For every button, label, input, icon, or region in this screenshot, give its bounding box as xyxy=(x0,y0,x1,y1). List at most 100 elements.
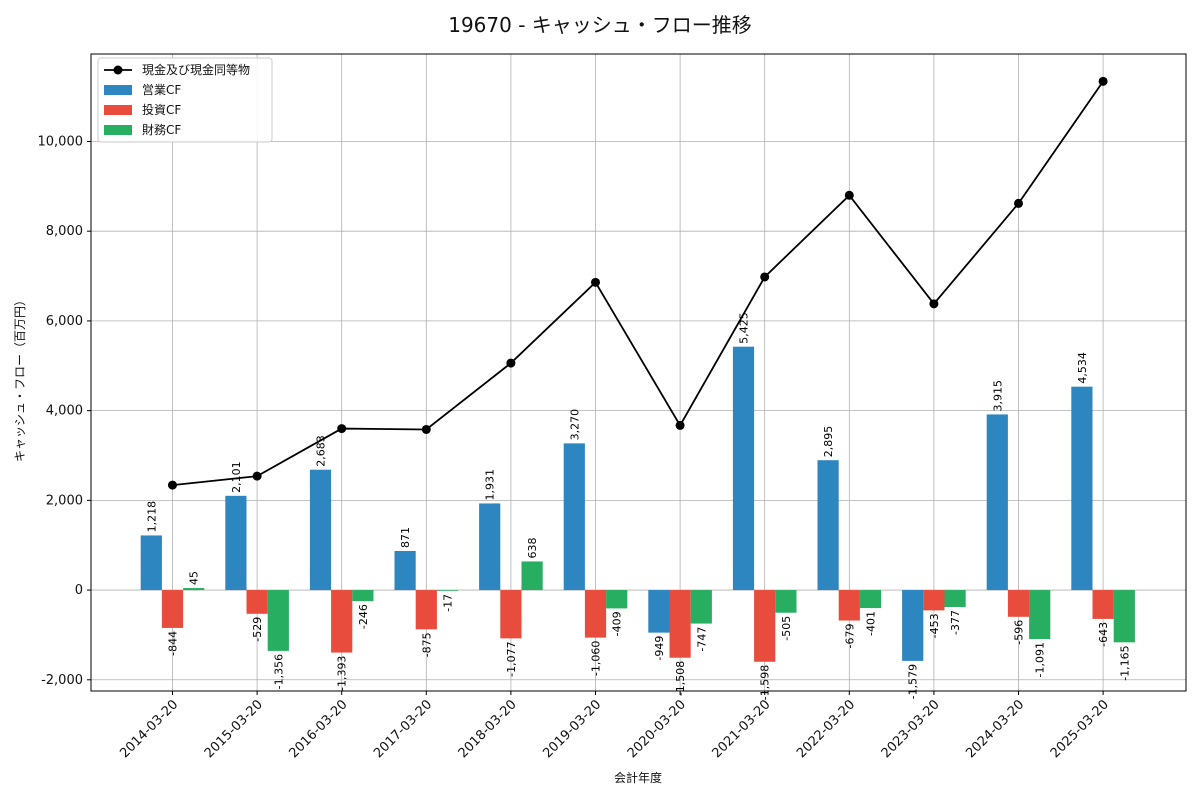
cash-point-2016-03-20 xyxy=(337,424,347,434)
data-label: -1,393 xyxy=(336,656,349,691)
bar-財務CF-2016-03-20 xyxy=(352,590,374,602)
bar-財務CF-2019-03-20 xyxy=(606,590,628,609)
data-label: -596 xyxy=(1013,620,1026,645)
bar-財務CF-2020-03-20 xyxy=(690,590,712,624)
x-tick-label: 2020-03-20 xyxy=(625,697,689,761)
y-axis-label: キャッシュ・フロー（百万円） xyxy=(13,294,27,462)
bar-財務CF-2015-03-20 xyxy=(267,590,289,651)
data-label: -409 xyxy=(611,611,624,636)
data-label: 3,270 xyxy=(568,409,581,441)
bar-営業CF-2015-03-20 xyxy=(225,495,247,591)
x-tick-label: 2025-03-20 xyxy=(1048,697,1112,761)
cash-point-2021-03-20 xyxy=(760,272,770,282)
data-label: -679 xyxy=(843,624,856,649)
data-label: -747 xyxy=(695,627,708,652)
bar-財務CF-2025-03-20 xyxy=(1113,590,1135,643)
bar-財務CF-2014-03-20 xyxy=(183,588,205,591)
data-label: 638 xyxy=(526,537,539,558)
plot-frame xyxy=(90,53,1187,692)
y-tick-label: 0 xyxy=(75,583,83,598)
bar-投資CF-2022-03-20 xyxy=(838,590,860,621)
cash-point-2017-03-20 xyxy=(421,424,431,434)
legend-swatch-bar xyxy=(104,85,132,95)
data-label: 2,101 xyxy=(230,461,243,493)
bar-営業CF-2021-03-20 xyxy=(732,346,755,591)
legend-swatch-bar xyxy=(104,105,132,115)
bar-投資CF-2021-03-20 xyxy=(754,590,776,662)
data-label: -246 xyxy=(357,604,370,629)
bar-営業CF-2017-03-20 xyxy=(394,550,416,591)
bar-営業CF-2014-03-20 xyxy=(140,535,162,591)
bars xyxy=(140,346,1135,662)
legend-entry: 営業CF xyxy=(142,83,181,97)
bar-財務CF-2021-03-20 xyxy=(775,590,797,613)
data-label: -1,508 xyxy=(674,661,687,696)
legend-swatch-marker xyxy=(113,65,123,75)
x-tick-label: 2023-03-20 xyxy=(879,697,943,761)
data-label: -844 xyxy=(167,631,180,656)
data-label: -17 xyxy=(442,594,455,612)
legend-entry: 投資CF xyxy=(142,102,181,117)
legend-entry: 財務CF xyxy=(142,122,181,137)
bar-営業CF-2022-03-20 xyxy=(817,460,839,591)
data-label: 2,683 xyxy=(315,435,328,467)
x-tick-label: 2024-03-20 xyxy=(963,697,1027,761)
bar-投資CF-2015-03-20 xyxy=(246,590,268,614)
cash-point-2022-03-20 xyxy=(844,190,854,200)
cash-line-path xyxy=(172,80,1104,486)
bar-投資CF-2020-03-20 xyxy=(669,590,691,658)
legend-swatch-bar xyxy=(104,125,132,135)
data-label: -1,091 xyxy=(1034,642,1047,677)
bar-営業CF-2025-03-20 xyxy=(1071,386,1093,591)
data-label: -1,060 xyxy=(590,641,603,676)
y-tick-label: 4,000 xyxy=(46,404,83,419)
grid xyxy=(91,54,1186,691)
y-tick-label: 6,000 xyxy=(46,314,83,329)
cash-line xyxy=(168,76,1108,490)
bar-投資CF-2019-03-20 xyxy=(584,590,607,638)
data-label: -529 xyxy=(251,617,264,642)
data-label: -377 xyxy=(949,610,962,635)
cash-point-2023-03-20 xyxy=(929,299,939,309)
data-label: 4,534 xyxy=(1076,352,1089,384)
cash-point-2015-03-20 xyxy=(252,471,262,481)
data-label: -505 xyxy=(780,616,793,641)
bar-営業CF-2016-03-20 xyxy=(309,469,332,591)
x-tick-label: 2014-03-20 xyxy=(117,697,181,761)
bar-財務CF-2017-03-20 xyxy=(436,590,459,591)
cash-point-2025-03-20 xyxy=(1098,76,1108,86)
cash-point-2018-03-20 xyxy=(506,358,516,368)
data-label: -875 xyxy=(420,632,433,657)
bar-投資CF-2025-03-20 xyxy=(1092,590,1114,619)
x-tick-label: 2019-03-20 xyxy=(540,697,604,761)
data-label: -1,579 xyxy=(907,664,920,699)
data-label: -949 xyxy=(653,636,666,661)
y-tick-label: 2,000 xyxy=(46,493,83,508)
x-tick-label: 2016-03-20 xyxy=(286,697,350,761)
bar-投資CF-2016-03-20 xyxy=(331,590,353,653)
bar-財務CF-2022-03-20 xyxy=(859,590,882,609)
x-tick-label: 2015-03-20 xyxy=(202,697,266,761)
bar-投資CF-2024-03-20 xyxy=(1007,590,1030,617)
bar-営業CF-2018-03-20 xyxy=(479,503,501,591)
y-tick-label: -2,000 xyxy=(41,673,83,688)
data-label: 1,931 xyxy=(484,469,497,501)
bar-投資CF-2014-03-20 xyxy=(161,590,184,628)
data-label: 1,218 xyxy=(145,501,158,533)
data-labels: 1,218 2,101 2,683 871 1,931 3,270 -949 5,425 2,8… xyxy=(145,312,1131,700)
x-tick-label: 2022-03-20 xyxy=(794,697,858,761)
x-tick-label: 2018-03-20 xyxy=(456,697,520,761)
bar-営業CF-2019-03-20 xyxy=(563,443,585,591)
bar-財務CF-2018-03-20 xyxy=(521,561,543,591)
legend-box xyxy=(97,57,273,143)
x-axis-label: 会計年度 xyxy=(614,770,662,785)
data-label: -1,356 xyxy=(272,654,285,689)
data-label: -643 xyxy=(1097,622,1110,647)
cash-point-2020-03-20 xyxy=(675,420,685,430)
cash-point-2014-03-20 xyxy=(168,480,177,490)
y-tick-label: 8,000 xyxy=(46,224,83,239)
data-label: -401 xyxy=(865,611,878,636)
bar-財務CF-2023-03-20 xyxy=(944,590,966,607)
data-label: 3,915 xyxy=(991,380,1004,412)
